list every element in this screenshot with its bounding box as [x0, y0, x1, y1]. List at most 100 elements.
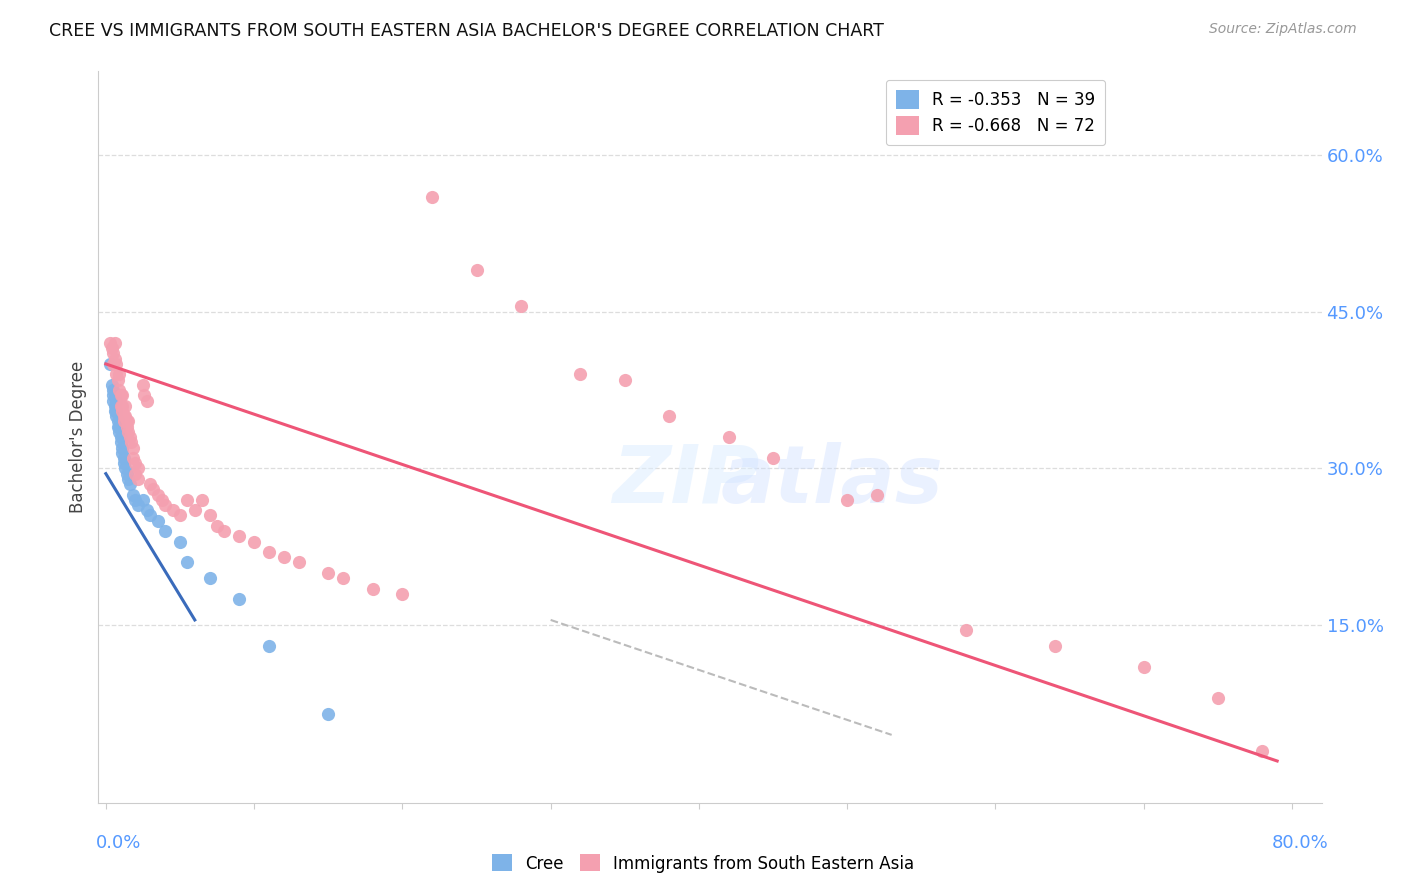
Point [114, 399, 136, 413]
Point [391, 587, 413, 601]
Point [169, 508, 191, 523]
Point [108, 419, 131, 434]
Point [866, 487, 889, 501]
Point [115, 419, 138, 434]
Point [132, 377, 155, 392]
Point [118, 477, 141, 491]
Point [110, 435, 132, 450]
Point [103, 393, 125, 408]
Point [104, 336, 127, 351]
Point [191, 492, 214, 507]
Point [103, 357, 125, 371]
Point [103, 383, 125, 397]
Point [100, 377, 122, 392]
Text: Source: ZipAtlas.com: Source: ZipAtlas.com [1209, 22, 1357, 37]
Point [111, 441, 134, 455]
Point [176, 556, 198, 570]
Point [132, 492, 155, 507]
Point [115, 414, 138, 428]
Point [105, 357, 128, 371]
Point [107, 414, 129, 428]
Point [105, 393, 128, 408]
Point [111, 399, 134, 413]
Point [124, 456, 146, 470]
Point [110, 388, 132, 402]
Y-axis label: Bachelor's Degree: Bachelor's Degree [69, 361, 87, 513]
Point [136, 503, 159, 517]
Point [1132, 660, 1154, 674]
Point [115, 467, 138, 481]
Legend: R = -0.353   N = 39, R = -0.668   N = 72: R = -0.353 N = 39, R = -0.668 N = 72 [886, 79, 1105, 145]
Point [114, 461, 136, 475]
Point [205, 519, 228, 533]
Point [127, 498, 149, 512]
Text: 80.0%: 80.0% [1272, 834, 1329, 852]
Point [420, 190, 443, 204]
Point [837, 492, 859, 507]
Point [124, 492, 146, 507]
Point [316, 706, 339, 721]
Text: 0.0%: 0.0% [96, 834, 141, 852]
Point [273, 550, 295, 565]
Point [134, 388, 156, 402]
Point [121, 450, 143, 465]
Point [955, 624, 977, 638]
Point [111, 388, 134, 402]
Point [110, 430, 132, 444]
Point [243, 534, 266, 549]
Point [118, 430, 141, 444]
Point [117, 472, 139, 486]
Point [142, 483, 165, 497]
Point [198, 571, 221, 585]
Point [104, 388, 127, 402]
Point [103, 346, 125, 360]
Point [139, 477, 162, 491]
Point [112, 450, 135, 465]
Point [117, 425, 139, 439]
Point [104, 399, 127, 413]
Point [108, 383, 131, 397]
Point [139, 508, 162, 523]
Point [717, 430, 740, 444]
Point [111, 404, 134, 418]
Point [136, 393, 159, 408]
Point [146, 487, 169, 501]
Point [114, 409, 136, 424]
Point [127, 461, 149, 475]
Point [121, 441, 143, 455]
Point [658, 409, 681, 424]
Point [169, 534, 191, 549]
Point [1206, 691, 1229, 706]
Point [108, 425, 131, 439]
Point [127, 472, 149, 486]
Point [105, 404, 128, 418]
Point [1251, 743, 1274, 757]
Point [121, 487, 143, 501]
Point [510, 300, 533, 314]
Point [153, 524, 176, 538]
Point [98, 336, 121, 351]
Point [176, 492, 198, 507]
Point [465, 263, 488, 277]
Point [184, 503, 207, 517]
Point [228, 592, 250, 607]
Point [108, 368, 131, 382]
Point [316, 566, 339, 580]
Point [361, 582, 384, 596]
Point [120, 435, 142, 450]
Text: CREE VS IMMIGRANTS FROM SOUTH EASTERN ASIA BACHELOR'S DEGREE CORRELATION CHART: CREE VS IMMIGRANTS FROM SOUTH EASTERN AS… [49, 22, 884, 40]
Point [153, 498, 176, 512]
Point [569, 368, 592, 382]
Point [762, 450, 785, 465]
Legend: Cree, Immigrants from South Eastern Asia: Cree, Immigrants from South Eastern Asia [485, 847, 921, 880]
Point [103, 388, 125, 402]
Text: ZIP: ZIP [612, 442, 759, 520]
Point [98, 357, 121, 371]
Point [332, 571, 354, 585]
Point [287, 556, 309, 570]
Point [257, 639, 280, 653]
Point [104, 404, 127, 418]
Point [105, 368, 128, 382]
Point [105, 409, 128, 424]
Point [117, 414, 139, 428]
